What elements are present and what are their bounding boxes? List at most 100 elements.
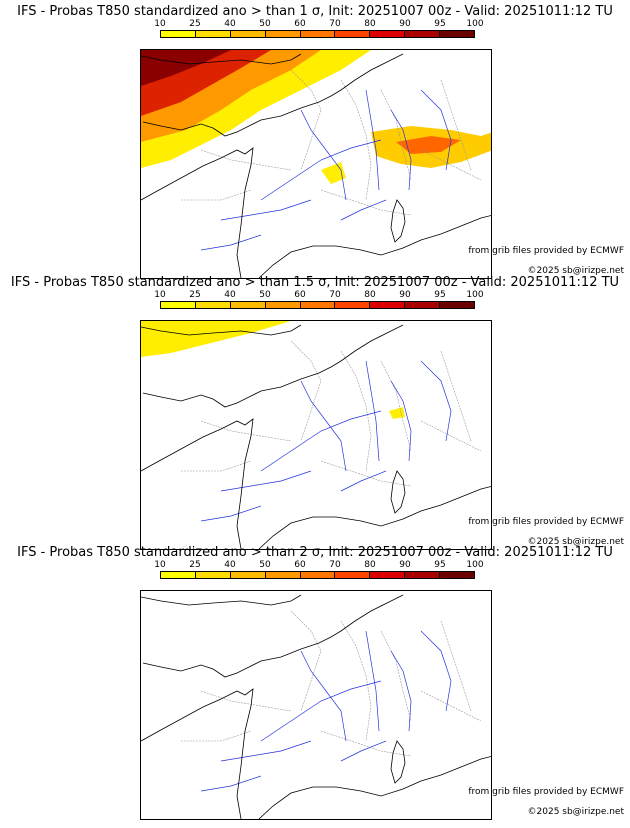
probability-map xyxy=(140,49,492,279)
admin-border xyxy=(440,350,472,442)
colorbar-segment xyxy=(265,31,301,37)
admin-border xyxy=(380,360,412,452)
colorbar xyxy=(160,301,475,309)
probability-area xyxy=(396,136,461,154)
copyright-credit: ©2025 sb@irizpe.net xyxy=(527,537,624,547)
river xyxy=(365,360,380,462)
map-panel-1-5sigma: IFS - Probas T850 standardized ano > tha… xyxy=(0,275,630,550)
coastline xyxy=(141,147,491,278)
colorbar-segment xyxy=(230,302,266,308)
river xyxy=(200,505,262,522)
colorbar-labels: 10 25 40 50 60 70 80 90 95 100 xyxy=(154,19,483,29)
colorbar-segment xyxy=(230,31,266,37)
colorbar-segment xyxy=(230,572,266,578)
river xyxy=(200,234,262,251)
colorbar-tick-label: 90 xyxy=(399,290,411,300)
probability-map xyxy=(140,320,492,550)
colorbar-segment xyxy=(370,31,406,37)
colorbar xyxy=(160,30,475,38)
river xyxy=(420,630,452,712)
island-coastline xyxy=(390,199,406,243)
admin-border xyxy=(290,69,322,171)
colorbar-segment xyxy=(405,31,441,37)
river xyxy=(365,89,380,191)
colorbar-segment xyxy=(440,31,475,37)
admin-border xyxy=(380,630,412,722)
river xyxy=(390,109,412,191)
probability-area xyxy=(321,162,346,184)
colorbar-tick-label: 70 xyxy=(329,19,341,29)
colorbar-tick-label: 10 xyxy=(154,290,166,300)
colorbar-segment xyxy=(300,302,336,308)
colorbar-tick-label: 50 xyxy=(259,290,271,300)
river xyxy=(420,360,452,442)
colorbar-tick-label: 90 xyxy=(399,560,411,570)
admin-border xyxy=(181,730,252,742)
admin-border xyxy=(440,620,472,712)
admin-border xyxy=(420,149,482,181)
admin-border xyxy=(200,690,292,712)
river xyxy=(300,109,347,201)
colorbar-tick-label: 80 xyxy=(364,560,376,570)
colorbar-segment xyxy=(440,302,475,308)
map-canvas xyxy=(141,50,491,278)
probability-map xyxy=(140,590,492,820)
colorbar-segment xyxy=(161,302,196,308)
data-source-credit: from grib files provided by ECMWF xyxy=(468,517,624,527)
admin-border xyxy=(320,189,412,216)
admin-border xyxy=(340,620,372,742)
colorbar-segment xyxy=(335,31,371,37)
panel-title: IFS - Probas T850 standardized ano > tha… xyxy=(10,275,620,290)
map-canvas xyxy=(141,321,491,549)
colorbar-tick-label: 40 xyxy=(224,290,236,300)
colorbar-segment xyxy=(265,302,301,308)
river xyxy=(340,740,387,762)
river xyxy=(200,775,262,792)
colorbar-tick-label: 60 xyxy=(294,290,306,300)
colorbar-segment xyxy=(370,572,406,578)
data-source-credit: from grib files provided by ECMWF xyxy=(468,787,624,797)
colorbar-segment xyxy=(195,572,231,578)
river xyxy=(390,380,412,462)
colorbar-segment xyxy=(335,572,371,578)
probability-area xyxy=(389,407,405,419)
admin-border xyxy=(380,89,412,181)
probability-area xyxy=(141,50,231,86)
admin-border xyxy=(320,730,412,757)
coastline xyxy=(141,594,302,606)
colorbar-tick-label: 50 xyxy=(259,19,271,29)
colorbar-tick-label: 25 xyxy=(189,560,201,570)
panel-title: IFS - Probas T850 standardized ano > tha… xyxy=(17,545,613,560)
copyright-credit: ©2025 sb@irizpe.net xyxy=(527,807,624,817)
admin-border xyxy=(420,420,482,452)
river xyxy=(365,630,380,732)
colorbar-segment xyxy=(195,302,231,308)
coastline xyxy=(142,594,404,678)
map-canvas xyxy=(141,594,491,819)
colorbar-labels: 10 25 40 50 60 70 80 90 95 100 xyxy=(154,560,483,570)
river xyxy=(390,650,412,732)
admin-border xyxy=(290,610,322,712)
colorbar-tick-label: 50 xyxy=(259,560,271,570)
colorbar-tick-label: 95 xyxy=(434,560,446,570)
colorbar-segment xyxy=(440,572,475,578)
river xyxy=(260,410,382,472)
colorbar-segment xyxy=(405,302,441,308)
river xyxy=(340,470,387,492)
admin-border xyxy=(320,460,412,487)
colorbar-tick-label: 95 xyxy=(434,290,446,300)
data-source-credit: from grib files provided by ECMWF xyxy=(468,246,624,256)
admin-border xyxy=(290,340,322,442)
admin-border xyxy=(200,149,292,171)
colorbar-tick-label: 100 xyxy=(466,560,484,570)
colorbar-segment xyxy=(370,302,406,308)
colorbar-tick-label: 70 xyxy=(329,290,341,300)
colorbar-segment xyxy=(335,302,371,308)
admin-border xyxy=(200,420,292,442)
colorbar-segment xyxy=(405,572,441,578)
map-panel-2sigma: IFS - Probas T850 standardized ano > tha… xyxy=(0,545,630,820)
colorbar-tick-label: 25 xyxy=(189,19,201,29)
colorbar-segment xyxy=(161,31,196,37)
colorbar-tick-label: 25 xyxy=(189,290,201,300)
colorbar-segment xyxy=(265,572,301,578)
